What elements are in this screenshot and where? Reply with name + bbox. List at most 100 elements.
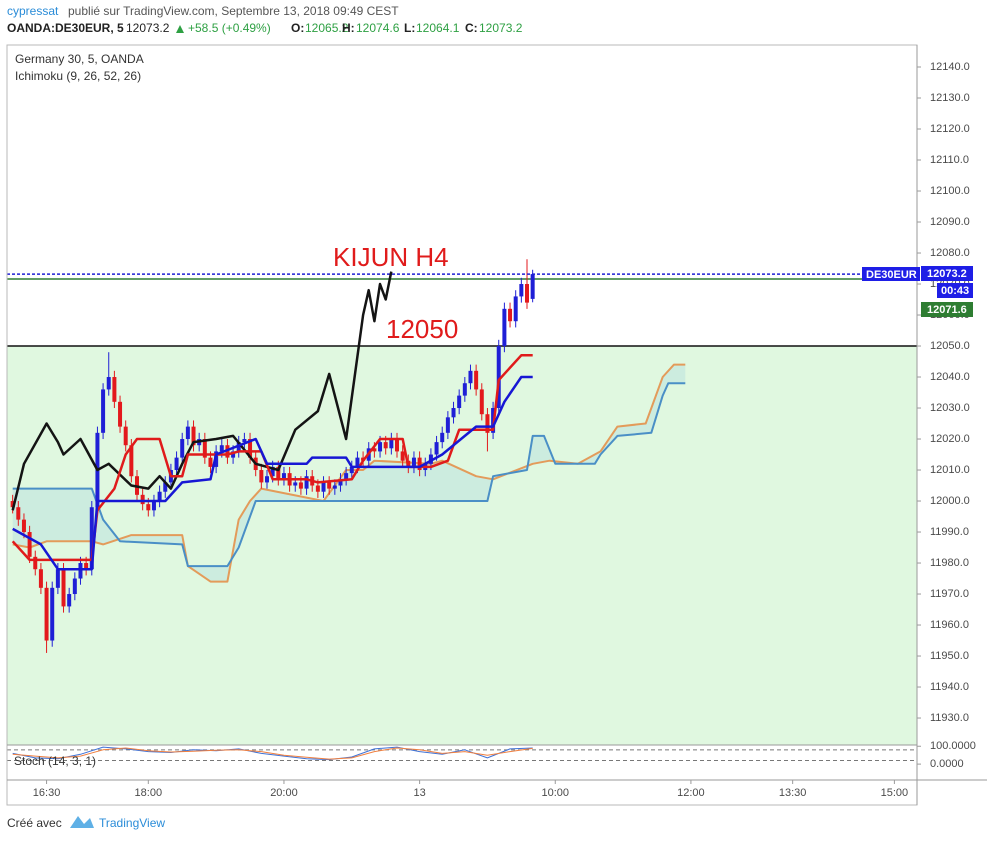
x-tick-label: 10:00	[541, 787, 569, 799]
candle-body	[78, 563, 83, 579]
candle-body	[248, 439, 253, 458]
brand-logo	[70, 816, 94, 828]
y-tick-label: 11980.0	[930, 557, 969, 569]
x-tick-label: 20:00	[270, 787, 298, 799]
candle-body	[84, 563, 89, 570]
candle-body	[118, 401, 123, 427]
candle-body	[112, 377, 117, 402]
y-tick-label: 12000.0	[930, 495, 970, 507]
candle-body	[400, 451, 405, 461]
annotation: 12050	[386, 314, 458, 344]
candle-body	[349, 466, 354, 474]
y-tick-label: 12020.0	[930, 433, 970, 445]
candle-body	[315, 485, 320, 492]
candle-body	[270, 466, 275, 477]
stoch-tick-label: 0.0000	[930, 758, 964, 770]
candle-body	[321, 482, 326, 492]
change: +58.5 (+0.49%)	[188, 21, 271, 35]
candle-body	[33, 556, 38, 570]
candle-body	[180, 439, 185, 458]
candle-body	[451, 408, 456, 418]
candle-body	[372, 448, 377, 452]
candle-body	[151, 501, 156, 511]
candle-body	[202, 439, 207, 458]
candle-body	[530, 274, 535, 299]
y-tick-label: 11930.0	[930, 712, 969, 724]
y-tick-label: 11990.0	[930, 526, 969, 538]
candle-body	[55, 569, 60, 588]
countdown: 00:43	[941, 285, 969, 297]
author[interactable]: cypressat	[7, 4, 59, 18]
candle-body	[174, 457, 179, 471]
y-tick-label: 12080.0	[930, 247, 970, 259]
candle-body	[304, 476, 309, 489]
y-tick-label: 12140.0	[930, 61, 970, 73]
candle-body	[276, 466, 281, 480]
x-tick-label: 12:00	[677, 787, 705, 799]
candle-body	[389, 439, 394, 449]
candle-body	[219, 445, 224, 452]
candle-body	[383, 442, 388, 449]
open-value: 12065.2	[305, 21, 349, 35]
span-line	[12, 382, 686, 568]
candle-body	[293, 482, 298, 486]
chart-title: Germany 30, 5, OANDA	[15, 52, 144, 66]
annotation: KIJUN H4	[333, 242, 449, 272]
symbol-tag: DE30EUR	[866, 269, 917, 281]
candle-body	[67, 594, 72, 607]
candle-body	[44, 587, 49, 641]
stoch-tick-label: 100.0000	[930, 740, 976, 752]
candle-body	[27, 532, 32, 557]
last-price: 12073.2	[126, 21, 170, 35]
candle-body	[378, 442, 383, 452]
candle-body	[89, 507, 94, 570]
y-tick-label: 12030.0	[930, 402, 970, 414]
symbol-tag-bg	[862, 267, 920, 281]
countdown-bg	[937, 283, 973, 298]
y-tick-label: 11940.0	[930, 681, 969, 693]
candle-body	[440, 432, 445, 443]
close-value: 12073.2	[479, 21, 523, 35]
ichimoku-line	[11, 271, 393, 511]
stoch-title: Stoch (14, 3, 1)	[14, 754, 96, 768]
candle-body	[327, 482, 332, 489]
candle-body	[462, 383, 467, 396]
y-tick-label: 12050.0	[930, 340, 970, 352]
candle-body	[259, 470, 264, 483]
candle-body	[242, 439, 247, 443]
candle-body	[479, 389, 484, 415]
candle-body	[281, 473, 286, 480]
candle-body	[106, 377, 111, 390]
y-tick-label: 12040.0	[930, 371, 970, 383]
candle-body	[508, 308, 513, 322]
candle-body	[411, 457, 416, 467]
candle-body	[163, 482, 168, 492]
candle-body	[525, 284, 529, 303]
candle-body	[502, 308, 507, 347]
candle-body	[457, 395, 462, 409]
candle-body	[146, 504, 151, 511]
x-tick-label: 13:30	[779, 787, 807, 799]
candle-body	[185, 426, 190, 440]
price-tag: 12073.2	[927, 268, 967, 280]
candle-body	[468, 370, 473, 384]
candle-body	[355, 457, 360, 467]
stoch-line	[12, 747, 533, 760]
candle-body	[519, 284, 524, 297]
candle-body	[231, 451, 236, 458]
candle-body	[50, 587, 55, 641]
x-tick-label: 16:30	[33, 787, 61, 799]
candle-body	[445, 417, 450, 433]
brand[interactable]: TradingView	[99, 816, 165, 830]
candle-body	[140, 494, 145, 505]
candle-body	[265, 476, 269, 483]
y-tick-label: 12120.0	[930, 123, 970, 135]
candle-body	[225, 445, 230, 458]
x-tick-label: 18:00	[135, 787, 163, 799]
candle-body	[123, 426, 128, 446]
candle-body	[474, 370, 479, 390]
high-label: H:	[342, 21, 355, 35]
zone	[7, 346, 917, 745]
